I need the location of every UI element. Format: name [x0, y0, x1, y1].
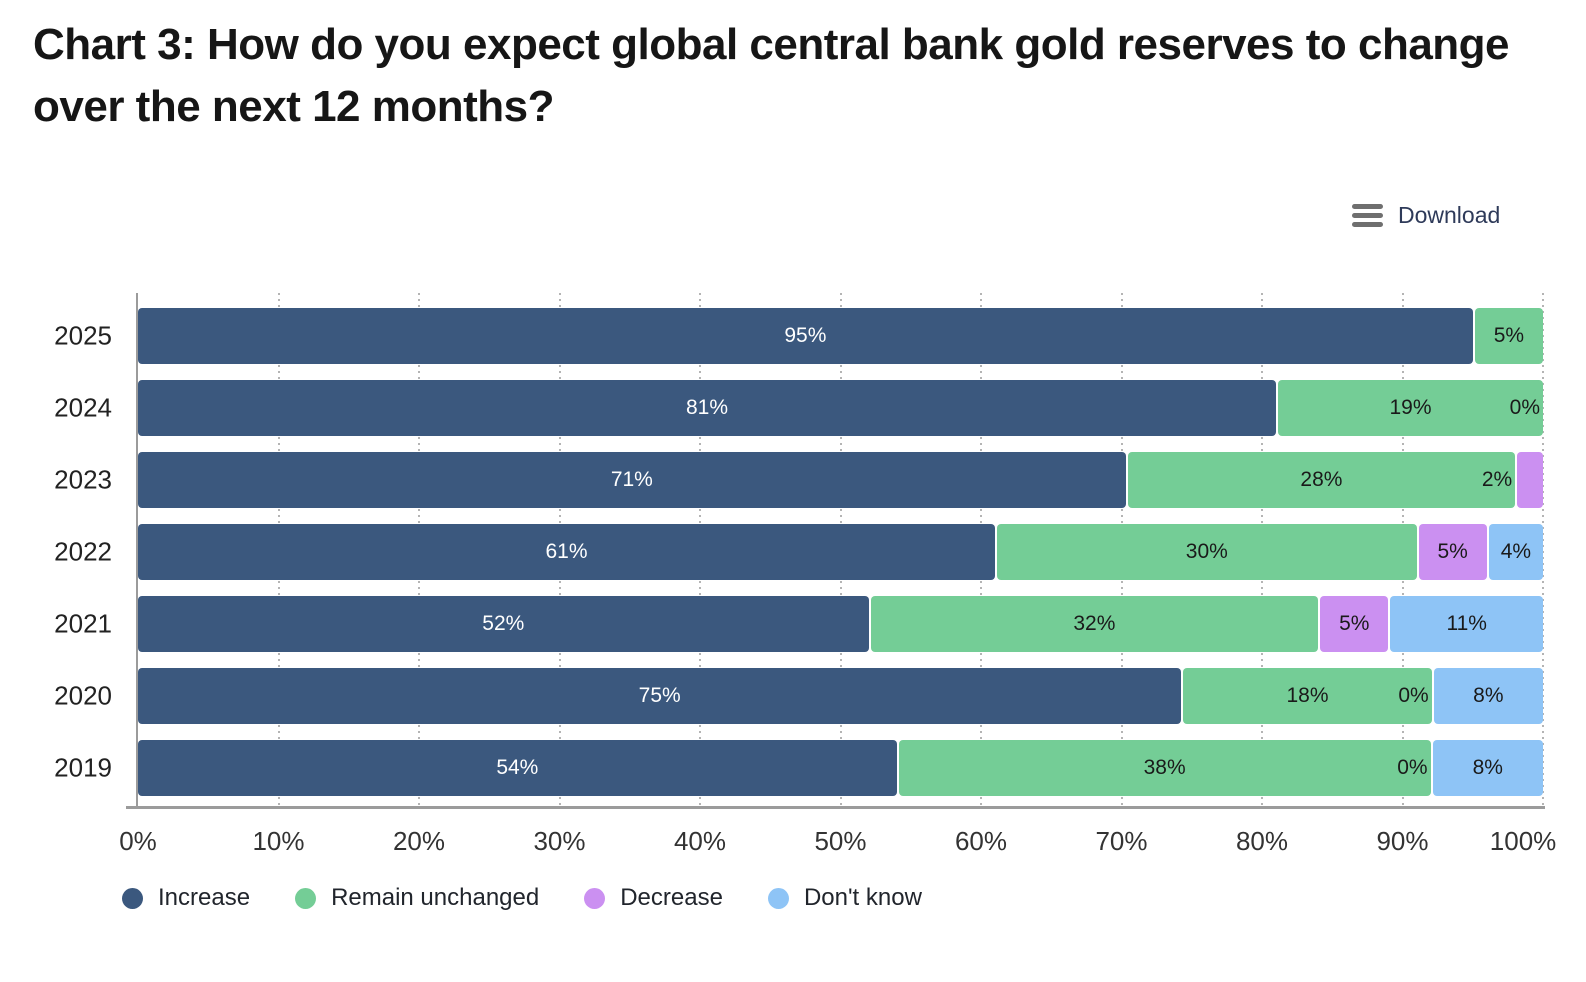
bar-row-2025: 2025 95% 5% — [54, 308, 1543, 364]
bar-label-don-t-know-2020: 8% — [1473, 684, 1504, 707]
download-menu-icon — [1352, 204, 1383, 227]
gridline-100 — [1542, 293, 1544, 806]
x-axis-tick-100: 100% — [1489, 826, 1557, 856]
bar-label-remain-unchanged-2025: 5% — [1493, 324, 1525, 347]
legend-item-remain-unchanged[interactable]: Remain unchanged — [295, 884, 539, 912]
bar-label-don-t-know-2022: 4% — [1500, 540, 1532, 563]
bar-label-increase-2020: 75% — [638, 684, 681, 707]
y-axis-label-2019: 2019 — [54, 752, 112, 783]
x-axis-line — [126, 806, 1545, 809]
legend-label-increase: Increase — [158, 884, 251, 911]
x-axis-tick-0: 0% — [119, 826, 157, 856]
bar-segment-decrease-2021[interactable]: 5% — [1320, 596, 1389, 652]
bar-segment-increase-2022[interactable]: 61% — [138, 524, 996, 580]
y-axis-label-2020: 2020 — [54, 680, 112, 711]
bar-label-increase-2019: 54% — [496, 756, 539, 779]
bar-label-increase-2024: 81% — [686, 396, 729, 419]
download-button[interactable]: Download — [1352, 202, 1500, 229]
chart-title: Chart 3: How do you expect global centra… — [33, 20, 1510, 132]
y-axis-label-2021: 2021 — [54, 608, 112, 639]
bar-row-2024: 2024 81% 19% 0% — [54, 380, 1543, 436]
bar-segment-remain-unchanged-2024[interactable]: 19% — [1278, 380, 1543, 436]
legend-label-don-t-know: Don't know — [803, 884, 922, 911]
bar-segment-increase-2021[interactable]: 52% — [138, 596, 869, 652]
x-axis-tick-80: 80% — [1235, 826, 1289, 856]
bar-segment-increase-2020[interactable]: 75% — [138, 668, 1182, 724]
bar-rows: 2025 95% 5% 2024 81% 19% 0% 2023 71% 28% 2% 2022 61%… — [54, 293, 1543, 812]
bar-segment-remain-unchanged-2025[interactable]: 5% — [1474, 308, 1543, 364]
legend-label-decrease: Decrease — [620, 884, 723, 911]
bar-segment-decrease-2023[interactable] — [1517, 452, 1543, 508]
bar-segment-don-t-know-2019[interactable]: 8% — [1432, 740, 1543, 796]
bar-segment-remain-unchanged-2021[interactable]: 32% — [870, 596, 1319, 652]
bar-segment-remain-unchanged-2023[interactable]: 28% — [1127, 452, 1516, 508]
legend-marker-remain-unchanged — [295, 887, 317, 909]
legend: Increase Remain unchanged Decrease Don't kn… — [122, 884, 922, 912]
legend-item-don-t-know[interactable]: Don't know — [767, 884, 922, 912]
bar-label-increase-2021: 52% — [482, 612, 525, 635]
legend-label-remain-unchanged: Remain unchanged — [331, 884, 540, 911]
y-axis-line — [136, 293, 138, 809]
x-axis-tick-40: 40% — [673, 826, 727, 856]
x-axis-tick-10: 10% — [252, 826, 305, 856]
bar-label-remain-unchanged-2021: 32% — [1073, 612, 1116, 635]
x-axis-labels: 0% 10% 20% 30% 40% 50% 60% 70% 80% 90% 100% — [119, 826, 1556, 862]
bar-row-2022: 2022 61% 30% 5% 4% — [54, 524, 1543, 580]
x-axis-tick-20: 20% — [392, 826, 446, 856]
bar-segment-decrease-2022[interactable]: 5% — [1418, 524, 1487, 580]
y-axis-label-2024: 2024 — [54, 392, 112, 423]
legend-item-decrease[interactable]: Decrease — [584, 884, 723, 912]
bar-label-remain-unchanged-2024: 19% — [1389, 396, 1432, 419]
bar-label-don-t-know-2019: 8% — [1472, 756, 1503, 779]
bar-label-decrease-2019: 0% — [1397, 756, 1428, 779]
bar-row-2021: 2021 52% 32% 5% 11% — [54, 596, 1543, 652]
bar-label-decrease-2022: 5% — [1437, 540, 1468, 563]
download-label: Download — [1398, 202, 1501, 228]
bar-segment-don-t-know-2020[interactable]: 8% — [1433, 668, 1543, 724]
x-axis-tick-30: 30% — [533, 826, 586, 856]
bar-label-remain-unchanged-2023: 28% — [1300, 468, 1343, 491]
bar-segment-don-t-know-2021[interactable]: 11% — [1390, 596, 1543, 652]
bar-label-decrease-2020: 0% — [1398, 684, 1429, 707]
bar-row-2019: 2019 54% 38% 0% 8% — [54, 740, 1543, 796]
bar-label-decrease-2023: 2% — [1481, 468, 1513, 491]
bar-row-2023: 2023 71% 28% 2% — [54, 452, 1543, 508]
bar-label-remain-unchanged-2020: 18% — [1286, 684, 1329, 707]
x-axis-tick-90: 90% — [1376, 826, 1429, 856]
x-axis-tick-70: 70% — [1095, 826, 1148, 856]
y-axis-label-2022: 2022 — [54, 536, 112, 567]
y-axis-label-2025: 2025 — [54, 320, 112, 351]
bar-label-decrease-2024: 0% — [1509, 396, 1540, 419]
bar-label-don-t-know-2021: 11% — [1446, 612, 1487, 635]
bar-row-2020: 2020 75% 18% 0% 8% — [54, 668, 1543, 724]
bar-label-increase-2022: 61% — [545, 540, 588, 563]
legend-marker-decrease — [584, 887, 606, 909]
bar-segment-increase-2025[interactable]: 95% — [138, 308, 1473, 364]
x-axis-tick-60: 60% — [954, 826, 1008, 856]
bar-segment-increase-2024[interactable]: 81% — [138, 380, 1277, 436]
bar-segment-remain-unchanged-2022[interactable]: 30% — [997, 524, 1417, 580]
bar-segment-remain-unchanged-2019[interactable]: 38% — [898, 740, 1431, 796]
bar-segment-don-t-know-2022[interactable]: 4% — [1488, 524, 1543, 580]
bar-label-remain-unchanged-2019: 38% — [1143, 756, 1186, 779]
bar-segment-increase-2023[interactable]: 71% — [138, 452, 1126, 508]
legend-item-increase[interactable]: Increase — [122, 884, 250, 912]
bar-segment-increase-2019[interactable]: 54% — [138, 740, 897, 796]
plot-area: 2025 95% 5% 2024 81% 19% 0% 2023 71% 28% 2% 2022 61%… — [54, 293, 1545, 809]
legend-marker-don-t-know — [767, 887, 789, 909]
bar-label-remain-unchanged-2022: 30% — [1185, 540, 1228, 563]
legend-marker-increase — [122, 887, 143, 909]
bar-segment-remain-unchanged-2020[interactable]: 18% — [1183, 668, 1432, 724]
bar-label-increase-2025: 95% — [784, 324, 827, 347]
bar-label-decrease-2021: 5% — [1339, 612, 1370, 635]
x-axis-tick-50: 50% — [814, 826, 867, 856]
bar-label-increase-2023: 71% — [610, 468, 653, 491]
y-axis-label-2023: 2023 — [54, 464, 112, 495]
